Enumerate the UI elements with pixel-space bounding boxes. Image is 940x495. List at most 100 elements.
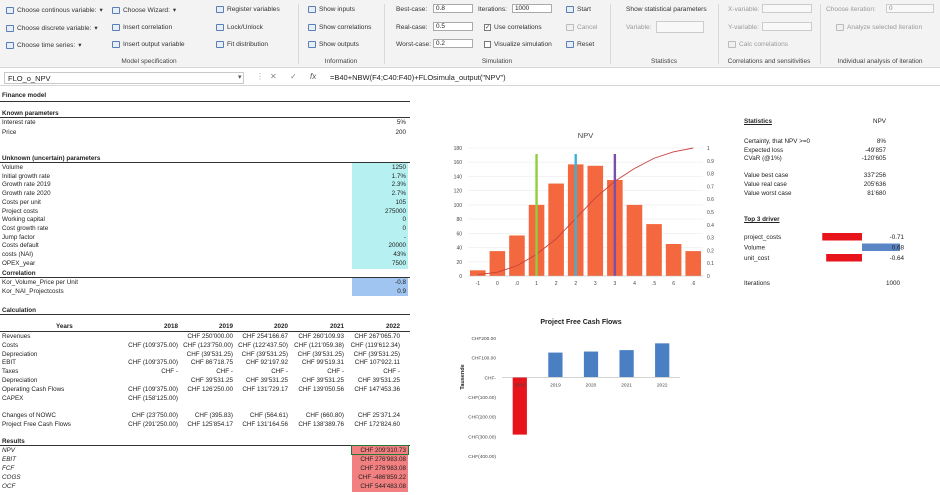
- y2-tick-label: 0.2: [707, 248, 714, 254]
- group-label-statistics: Statistics: [650, 58, 677, 65]
- table-cell: CHF 126'250.00: [187, 385, 233, 393]
- table-cell: CHF (109'375.00): [128, 341, 178, 349]
- insert-correlation-button[interactable]: Insert correlation: [112, 24, 172, 31]
- top3-driver-chart: project_costs -0.71 Volume 0.68 unit_cost -0.…: [744, 233, 905, 262]
- fit-icon: [216, 41, 224, 48]
- calc-correlations-button[interactable]: Calc correlations: [728, 41, 788, 48]
- fit-distribution-button[interactable]: Fit distribution: [216, 41, 268, 48]
- x-tick-label: 6: [672, 281, 675, 287]
- confirm-formula-icon[interactable]: ✓: [290, 72, 297, 81]
- y-tick-label: 160: [454, 160, 463, 166]
- stat-value: -120'605: [861, 155, 886, 163]
- param-value: -: [403, 233, 406, 241]
- years-label: Years: [56, 323, 73, 330]
- y-axis-label: Tausende: [460, 364, 466, 389]
- table-row-label: Taxes: [2, 368, 19, 376]
- x-variable-select[interactable]: [762, 4, 812, 13]
- stat-label: Value best case: [744, 172, 789, 180]
- iterations-label: Iterations:: [478, 6, 507, 13]
- result-label: FCF: [2, 465, 15, 472]
- table-cell: CHF (39'531.25): [353, 350, 400, 358]
- param-label: Costs per unit: [2, 198, 41, 206]
- more-icon: ⋮: [256, 72, 264, 81]
- show-inputs-button[interactable]: Show inputs: [308, 6, 355, 13]
- grid-icon: [6, 24, 14, 32]
- table-cell: CHF 250'000.00: [187, 333, 233, 340]
- table-row-label: Revenues: [2, 333, 31, 340]
- divider: [0, 314, 410, 315]
- param-label: costs (NAI): [2, 251, 34, 258]
- insert-output-button[interactable]: Insert output variable: [112, 41, 185, 48]
- iteration-input[interactable]: 0: [886, 4, 934, 13]
- real-case-label: Real-case:: [396, 24, 428, 31]
- cash-flow-bar: [548, 352, 563, 378]
- table-cell: CHF 172'824.60: [354, 421, 400, 428]
- table-cell: CHF (121'059.38): [294, 341, 344, 349]
- register-variables-button[interactable]: Register variables: [216, 6, 280, 13]
- table-cell: CHF (109'375.00): [128, 385, 178, 393]
- choose-discrete-button[interactable]: Choose discrete variable: ▾: [6, 24, 98, 32]
- driver-bar: [862, 243, 901, 251]
- show-outputs-button[interactable]: Show outputs: [308, 41, 359, 48]
- cancel-formula-icon[interactable]: ✕: [270, 72, 277, 81]
- spreadsheet: Finance model Known parameters Interest …: [0, 88, 940, 495]
- driver-label: Volume: [744, 245, 766, 252]
- param-value: 7500: [391, 259, 406, 267]
- formula-input[interactable]: =B40+NBW(F4;C40:F40)+FLOsimula_output("N…: [330, 73, 506, 82]
- param-label: Growth rate 2019: [2, 181, 51, 189]
- time-series-icon: [6, 41, 14, 49]
- document-icon: [216, 6, 224, 13]
- choose-wizard-button[interactable]: Choose Wizard: ▾: [112, 6, 176, 14]
- param-value: 5%: [396, 119, 406, 126]
- best-case-input[interactable]: 0.8: [433, 4, 473, 13]
- x-tick-label: 2: [555, 281, 558, 287]
- histogram-bar: [489, 251, 506, 276]
- param-label: Interest rate: [2, 119, 36, 126]
- result-value: CHF 544'483.08: [360, 483, 406, 490]
- cash-flow-bar: [583, 351, 599, 378]
- table-cell: CHF (119'612.34): [350, 341, 400, 349]
- y2-tick-label: 0.7: [707, 184, 714, 190]
- show-correlations-button[interactable]: Show correlations: [308, 24, 371, 31]
- known-params-header: Known parameters: [2, 110, 59, 117]
- cancel-button[interactable]: Cancel: [566, 24, 598, 31]
- worst-case-input[interactable]: 0.2: [433, 39, 473, 48]
- chart-title: NPV: [578, 131, 593, 140]
- choose-continuous-button[interactable]: Choose continous variable: ▾: [6, 6, 103, 14]
- divider: [0, 101, 410, 102]
- param-label: Price: [2, 129, 17, 136]
- table-cell: CHF (660.80): [305, 412, 344, 420]
- name-box[interactable]: FLO_o_NPV: [4, 72, 244, 84]
- y-tick-label: 100: [454, 203, 463, 209]
- driver-value: -0.64: [890, 255, 905, 262]
- choose-time-series-button[interactable]: Choose time series: ▾: [6, 41, 82, 49]
- table-cell: CHF (23'750.00): [131, 412, 178, 420]
- chevron-down-icon[interactable]: ▾: [238, 74, 242, 81]
- selected-cell[interactable]: [351, 445, 409, 455]
- param-value: 2.7%: [391, 190, 406, 198]
- year-header: 2021: [329, 323, 344, 330]
- cumulative-line: [477, 147, 694, 276]
- top3-title: Top 3 driver: [744, 216, 780, 223]
- lock-unlock-button[interactable]: Lock/Unlock: [216, 24, 263, 31]
- stat-value: 8%: [876, 138, 886, 145]
- year-header: 2022: [385, 323, 400, 330]
- table-cell: CHF 86'718.75: [190, 359, 233, 367]
- use-correlations-checkbox[interactable]: ✓ Use correlations: [484, 24, 542, 31]
- variable-select[interactable]: [656, 21, 704, 33]
- visualize-simulation-checkbox[interactable]: Visualize simulation: [484, 41, 552, 48]
- x-tick-label: .0: [515, 281, 519, 287]
- y-variable-select[interactable]: [762, 22, 812, 31]
- param-value: 43%: [393, 251, 406, 258]
- iterations-input[interactable]: 1000: [512, 4, 552, 13]
- show-stat-params-button[interactable]: Show statistical parameters: [626, 6, 707, 13]
- reset-button[interactable]: Reset: [566, 41, 594, 48]
- analyze-iteration-button[interactable]: Analyze selected iteration: [836, 24, 922, 31]
- table-cell: CHF 131'729.17: [242, 385, 288, 393]
- table-cell: CHF -: [216, 368, 233, 376]
- real-case-input[interactable]: 0.5: [433, 22, 473, 31]
- stat-label: Value worst case: [744, 189, 792, 197]
- start-button[interactable]: Start: [566, 6, 591, 13]
- function-icon[interactable]: fx: [310, 72, 317, 81]
- stat-value: -49'857: [865, 146, 886, 154]
